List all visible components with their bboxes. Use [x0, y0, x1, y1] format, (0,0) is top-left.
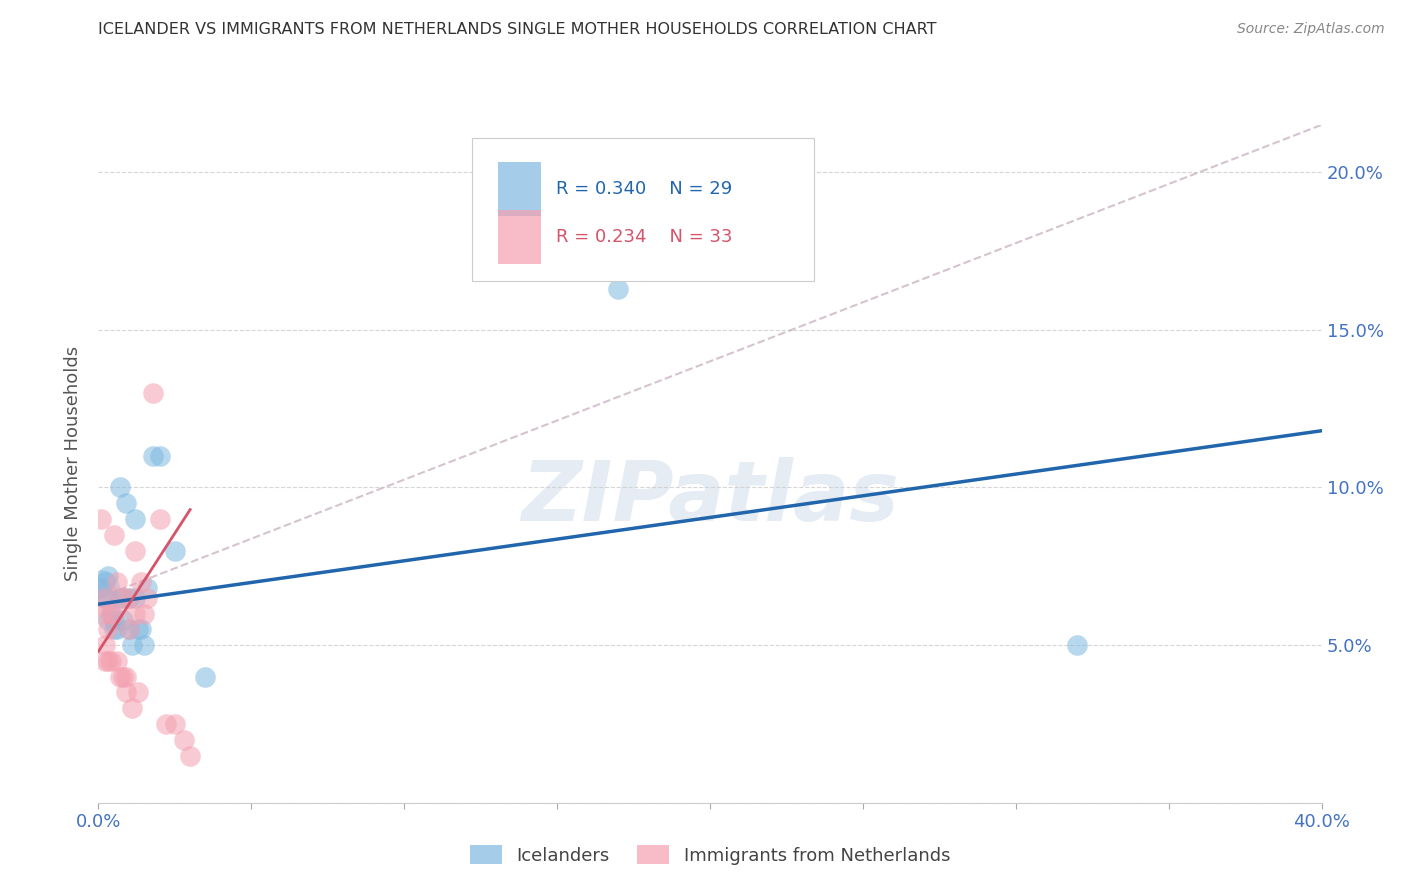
Point: [149, 449, 172, 463]
Point: [173, 732, 195, 747]
Point: [103, 613, 125, 627]
Point: [118, 623, 141, 637]
Point: [93, 591, 115, 605]
Point: [97, 654, 120, 668]
Point: [134, 638, 156, 652]
Point: [90, 607, 112, 621]
FancyBboxPatch shape: [471, 138, 814, 281]
Point: [127, 623, 149, 637]
Point: [100, 607, 122, 621]
Point: [100, 654, 122, 668]
Point: [108, 591, 131, 605]
Text: R = 0.340    N = 29: R = 0.340 N = 29: [555, 180, 733, 198]
Point: [142, 385, 165, 400]
Point: [121, 701, 143, 715]
Point: [194, 670, 217, 684]
Point: [124, 591, 146, 605]
Text: Source: ZipAtlas.com: Source: ZipAtlas.com: [1237, 22, 1385, 37]
Point: [124, 543, 146, 558]
FancyBboxPatch shape: [498, 162, 541, 217]
Point: [93, 591, 115, 605]
Point: [93, 575, 115, 590]
Point: [127, 685, 149, 699]
Point: [118, 623, 141, 637]
Y-axis label: Single Mother Households: Single Mother Households: [65, 346, 83, 582]
Text: R = 0.234    N = 33: R = 0.234 N = 33: [555, 227, 733, 245]
Point: [607, 282, 630, 296]
Point: [136, 582, 159, 596]
Point: [142, 449, 165, 463]
Point: [100, 607, 122, 621]
Point: [124, 607, 146, 621]
Point: [103, 607, 125, 621]
Point: [105, 654, 128, 668]
Point: [108, 481, 131, 495]
Point: [105, 575, 128, 590]
Point: [90, 582, 112, 596]
Point: [129, 575, 152, 590]
Point: [129, 623, 152, 637]
Point: [90, 582, 112, 596]
Point: [111, 670, 134, 684]
Point: [115, 496, 138, 510]
Point: [124, 512, 146, 526]
Point: [179, 748, 201, 763]
Point: [115, 670, 138, 684]
Text: ICELANDER VS IMMIGRANTS FROM NETHERLANDS SINGLE MOTHER HOUSEHOLDS CORRELATION CH: ICELANDER VS IMMIGRANTS FROM NETHERLANDS…: [98, 22, 936, 37]
Point: [105, 623, 128, 637]
Point: [121, 638, 143, 652]
Point: [90, 512, 112, 526]
Point: [103, 623, 125, 637]
Text: ZIPatlas: ZIPatlas: [522, 458, 898, 538]
Point: [134, 607, 156, 621]
Legend: Icelanders, Immigrants from Netherlands: Icelanders, Immigrants from Netherlands: [463, 838, 957, 871]
Point: [155, 717, 177, 731]
Point: [163, 717, 186, 731]
Point: [149, 512, 172, 526]
Point: [97, 568, 120, 582]
Point: [111, 613, 134, 627]
Point: [111, 591, 134, 605]
Point: [115, 685, 138, 699]
Point: [93, 638, 115, 652]
Point: [163, 543, 186, 558]
Point: [103, 528, 125, 542]
Point: [111, 591, 134, 605]
Point: [90, 591, 112, 605]
Point: [1066, 638, 1088, 652]
Point: [118, 591, 141, 605]
Point: [108, 670, 131, 684]
Point: [136, 591, 159, 605]
Point: [97, 623, 120, 637]
FancyBboxPatch shape: [498, 210, 541, 264]
Point: [93, 654, 115, 668]
Point: [118, 591, 141, 605]
Point: [97, 613, 120, 627]
